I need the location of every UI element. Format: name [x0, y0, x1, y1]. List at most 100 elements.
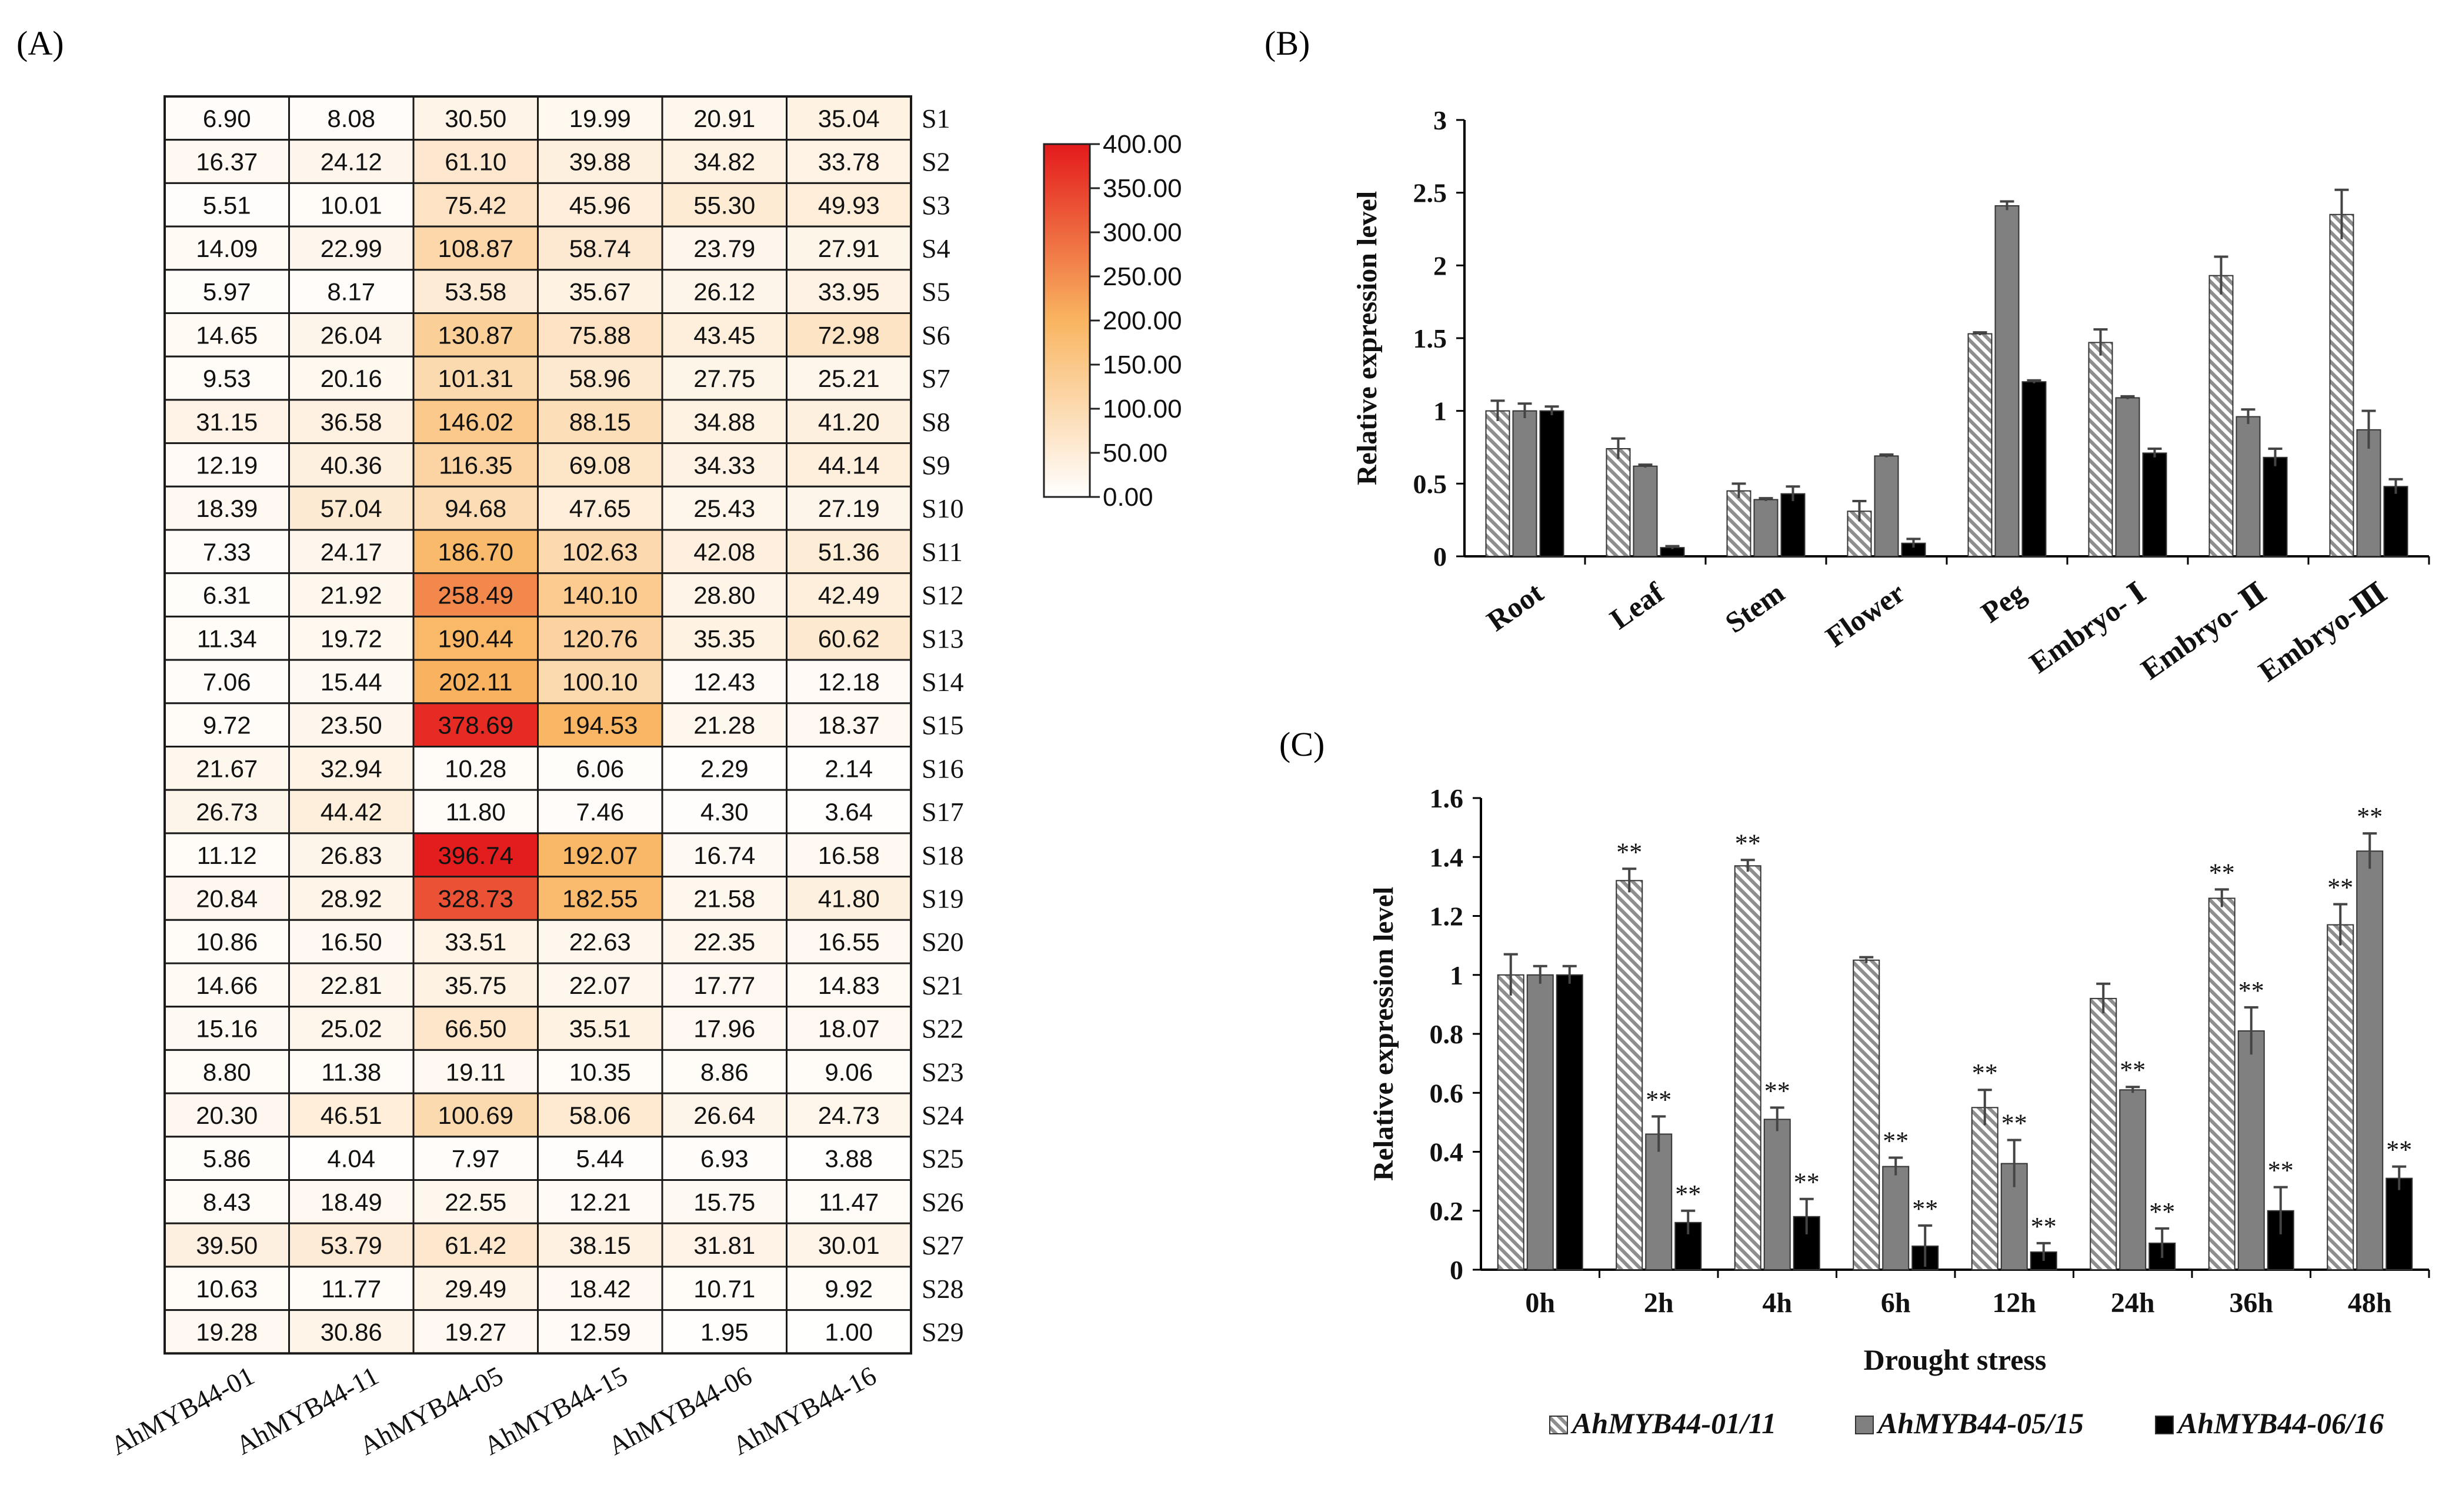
- legend-tick-label: 50.00: [1103, 439, 1167, 468]
- y-tick-label: 0.4: [1430, 1137, 1464, 1167]
- heatmap-cell-value: 8.80: [203, 1058, 251, 1086]
- heatmap-cell-value: 16.58: [818, 842, 880, 869]
- heatmap-cell-value: 9.72: [203, 712, 251, 739]
- heatmap-row-label: S25: [922, 1144, 964, 1174]
- heatmap-cell-value: 14.83: [818, 972, 880, 999]
- heatmap-cell-value: 396.74: [438, 842, 513, 869]
- heatmap-cell-value: 116.35: [439, 451, 512, 479]
- heatmap-cell-value: 1.95: [700, 1318, 749, 1346]
- heatmap-cell-value: 12.18: [818, 668, 880, 696]
- heatmap-cell-value: 35.04: [818, 105, 880, 132]
- legend-tick-label: 150.00: [1103, 351, 1182, 379]
- heatmap-cell: [288, 139, 415, 184]
- heatmap-cell-value: 30.01: [818, 1231, 880, 1259]
- bar-chart-tissues: 0 0.5 1 1.5 2 2.5 3 Relative expression level Ro…: [1352, 105, 2430, 688]
- significance-mark: **: [1972, 1059, 1998, 1087]
- heatmap-cell-value: 27.91: [818, 235, 880, 262]
- legend-tick-label: 400.00: [1103, 130, 1182, 159]
- heatmap-row-label: S1: [922, 104, 950, 133]
- legend-swatch: [2155, 1416, 2174, 1434]
- heatmap-row-label: S28: [922, 1274, 964, 1304]
- heatmap-cell: [164, 355, 290, 401]
- heatmap-cell-value: 26.83: [321, 842, 382, 869]
- significance-mark: **: [2238, 976, 2264, 1005]
- heatmap-cell: [786, 615, 912, 661]
- y-tick-label: 0: [1433, 542, 1447, 572]
- heatmap-cell-value: 34.88: [693, 408, 755, 436]
- heatmap-row-label: S7: [922, 363, 950, 393]
- heatmap-cell: [164, 529, 290, 575]
- x-category-label: 2h: [1644, 1287, 1674, 1319]
- bar: [2237, 1030, 2265, 1271]
- heatmap-cell: [786, 919, 912, 964]
- y-tick-label: 1: [1450, 960, 1463, 990]
- heatmap-cell-value: 258.49: [438, 582, 513, 609]
- heatmap-cell: [164, 702, 290, 748]
- heatmap-cell-value: 19.28: [196, 1318, 258, 1346]
- heatmap-cell-value: 34.33: [693, 451, 755, 479]
- heatmap-cell: [786, 1006, 912, 1051]
- heatmap-cell-value: 36.58: [321, 408, 382, 436]
- bar: [1645, 1133, 1673, 1271]
- heatmap-cell: [412, 1136, 539, 1181]
- heatmap-cell-value: 11.34: [197, 625, 257, 652]
- bar: [1606, 448, 1631, 557]
- heatmap-cell: [661, 485, 788, 531]
- heatmap-cell: [661, 1092, 788, 1138]
- heatmap-cell-value: 101.31: [438, 365, 513, 392]
- heatmap-cell-value: 25.21: [818, 365, 880, 392]
- heatmap-cell-value: 42.49: [818, 582, 880, 609]
- heatmap-cell: [786, 572, 912, 618]
- heatmap-cell-value: 21.92: [321, 582, 382, 609]
- y-tick-label: 0.8: [1430, 1019, 1464, 1049]
- heatmap-cell-value: 15.44: [321, 668, 382, 696]
- heatmap-cell-value: 9.06: [825, 1058, 873, 1086]
- x-category-label: 24h: [2111, 1287, 2155, 1319]
- heatmap-cell-value: 11.47: [819, 1188, 879, 1216]
- legend-label: AhMYB44-06/16: [2176, 1407, 2384, 1440]
- legend-swatch: [1549, 1416, 1568, 1434]
- x-category-label: Embryo- Ⅱ: [2135, 576, 2273, 686]
- bar: [2119, 1089, 2147, 1271]
- heatmap-cell-value: 24.12: [321, 148, 382, 176]
- panel-label-b: (B): [1264, 24, 1310, 62]
- heatmap-cell: [786, 312, 912, 358]
- heatmap-cell-value: 28.80: [693, 582, 755, 609]
- x-category-label: Peg: [1975, 576, 2031, 629]
- significance-mark: **: [1616, 837, 1642, 866]
- heatmap-cell: [412, 1006, 539, 1051]
- heatmap-cell-value: 12.19: [196, 451, 258, 479]
- heatmap-cell-value: 6.31: [203, 582, 251, 609]
- heatmap-cell-value: 8.86: [700, 1058, 749, 1086]
- heatmap-cell-value: 5.97: [203, 278, 251, 306]
- heatmap-cell-value: 9.92: [825, 1275, 873, 1303]
- heatmap-row-label: S13: [922, 623, 964, 653]
- heatmap-cell: [786, 399, 912, 445]
- heatmap-cell-value: 26.04: [321, 321, 382, 349]
- x-category-label: 36h: [2229, 1287, 2273, 1319]
- significance-mark: **: [1675, 1180, 1701, 1209]
- heatmap-cell: [661, 702, 788, 748]
- heatmap-cell-value: 17.77: [693, 972, 755, 999]
- heatmap-row-label: S23: [922, 1057, 964, 1087]
- heatmap: 6.90 8.08 30.50 19.99 20.91 35.04 S1 16.37 24.12…: [106, 95, 964, 1461]
- heatmap-cell: [412, 225, 539, 271]
- heatmap-cell: [288, 1006, 415, 1051]
- bar-chart-drought: 0 0.2 0.4 0.6 0.8 1 1.2 1.4 1.6 Relative expressi…: [1368, 783, 2430, 1440]
- heatmap-cell-value: 20.16: [321, 365, 382, 392]
- significance-mark: **: [1883, 1127, 1909, 1156]
- heatmap-cell-value: 2.14: [825, 755, 873, 782]
- heatmap-cell-value: 4.04: [327, 1145, 375, 1173]
- heatmap-row-label: S22: [922, 1014, 964, 1044]
- heatmap-cell: [537, 962, 663, 1008]
- heatmap-cell: [786, 659, 912, 705]
- significance-mark: **: [2149, 1197, 2175, 1226]
- heatmap-cell: [164, 312, 290, 358]
- heatmap-row-label: S17: [922, 797, 964, 827]
- heatmap-cell-value: 72.98: [818, 321, 880, 349]
- y-axis-label: Relative expression level: [1352, 191, 1383, 485]
- bar: [2236, 416, 2261, 557]
- legend-label: AhMYB44-01/11: [1570, 1407, 1776, 1440]
- heatmap-cell-value: 18.37: [818, 712, 880, 739]
- heatmap-cell: [164, 919, 290, 964]
